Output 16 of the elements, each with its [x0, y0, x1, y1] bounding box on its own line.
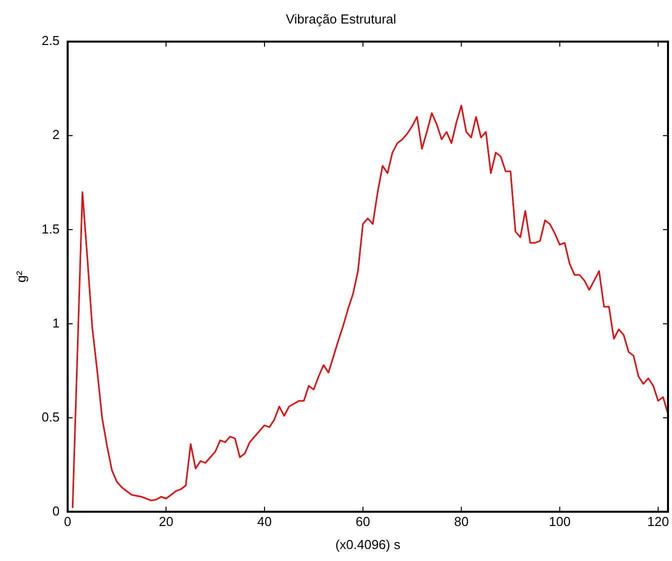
y-tick-label: 0.5	[42, 409, 60, 424]
x-tick-label: 120	[647, 514, 670, 530]
x-tick-label: 80	[454, 514, 469, 530]
chart-title: Vibração Estrutural	[286, 11, 396, 26]
x-tick-label: 20	[158, 514, 174, 530]
y-tick-label: 0	[52, 503, 60, 518]
x-tick-label: 40	[257, 514, 272, 530]
x-tick-label: 60	[356, 514, 370, 530]
x-tick-label: 0	[64, 514, 72, 530]
y-tick-label: 1	[52, 315, 60, 330]
y-tick-label: 1.5	[42, 221, 60, 236]
y-tick-label: 2	[52, 127, 60, 142]
y-axis-title: g²	[13, 270, 28, 282]
y-tick-label: 2.5	[42, 33, 60, 48]
x-axis-title: (x0.4096) s	[335, 536, 401, 552]
x-tick-label: 100	[548, 514, 571, 530]
